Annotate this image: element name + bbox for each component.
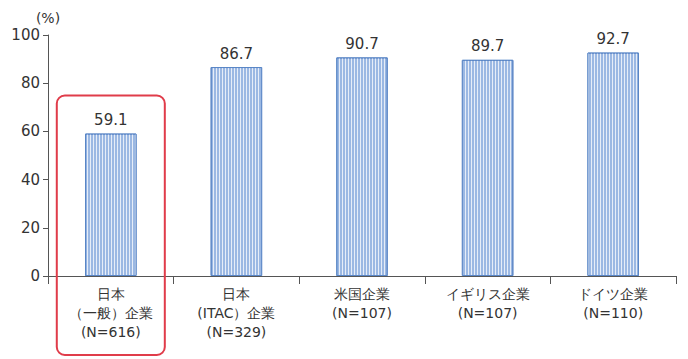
svg-text:(N=616): (N=616) xyxy=(81,324,141,340)
svg-text:(N=107): (N=107) xyxy=(332,305,392,321)
svg-text:60: 60 xyxy=(21,122,40,140)
svg-text:イギリス企業: イギリス企業 xyxy=(446,286,530,302)
svg-text:米国企業: 米国企業 xyxy=(334,286,390,302)
svg-text:92.7: 92.7 xyxy=(596,30,629,48)
svg-text:(N=110): (N=110) xyxy=(583,305,643,321)
svg-text:(%): (%) xyxy=(36,10,60,26)
svg-text:86.7: 86.7 xyxy=(220,45,253,63)
svg-text:ドイツ企業: ドイツ企業 xyxy=(578,286,648,302)
svg-text:日本: 日本 xyxy=(97,286,125,302)
svg-text:80: 80 xyxy=(21,74,40,92)
svg-text:89.7: 89.7 xyxy=(471,37,504,55)
svg-text:20: 20 xyxy=(21,219,40,237)
svg-text:(N=329): (N=329) xyxy=(206,324,266,340)
svg-text:(N=107): (N=107) xyxy=(458,305,518,321)
svg-text:(ITAC）企業: (ITAC）企業 xyxy=(197,305,275,321)
svg-text:0: 0 xyxy=(30,267,40,285)
svg-text:59.1: 59.1 xyxy=(94,111,127,129)
svg-text:（一般）企業: （一般）企業 xyxy=(69,305,153,321)
svg-text:40: 40 xyxy=(21,171,40,189)
svg-text:日本: 日本 xyxy=(222,286,250,302)
svg-text:100: 100 xyxy=(11,26,40,44)
svg-text:90.7: 90.7 xyxy=(345,35,378,53)
